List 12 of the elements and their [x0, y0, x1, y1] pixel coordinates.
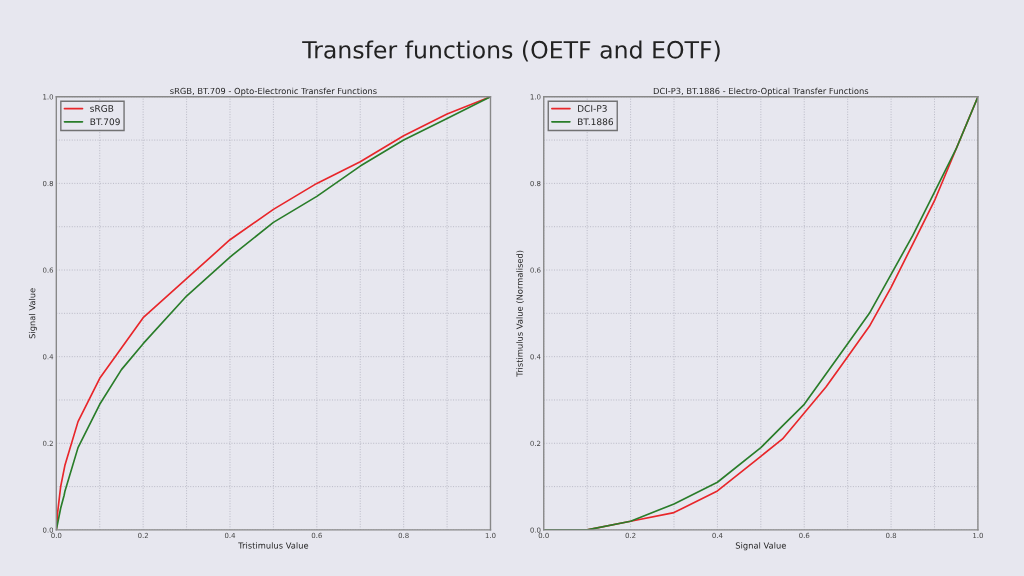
legend-label: BT.1886: [578, 118, 614, 126]
y-axis-title: Signal Value: [28, 288, 37, 339]
legend-label: sRGB: [90, 105, 114, 112]
x-axis-title: Tristimulus Value: [238, 542, 309, 549]
chart-title: sRGB, BT.709 - Opto-Electronic Transfer Functions: [170, 87, 377, 96]
x-axis-title: Signal Value: [735, 542, 786, 551]
text: Transfer functions (OETF and EOTF): [302, 40, 720, 62]
line-series: [56, 96, 491, 530]
legend-label: DCI-P3: [578, 105, 607, 112]
chart-title: DCI-P3, BT.1886 - Electro-Optical Transfer Functions: [653, 87, 869, 96]
legend-label: BT.709: [90, 118, 120, 126]
y-axis-title: Tristimulus Value (Normalised): [516, 250, 524, 377]
